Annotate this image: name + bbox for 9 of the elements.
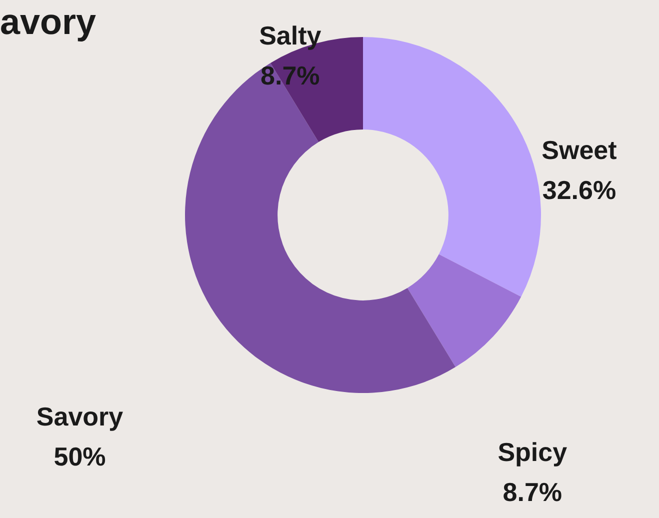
slice-label: Spicy xyxy=(498,436,568,467)
data-label: 8.7% xyxy=(260,60,320,90)
chart-title: avory xyxy=(0,1,96,42)
data-label: 50% xyxy=(54,441,106,472)
data-label: 32.6% xyxy=(542,174,616,205)
slice-label: Sweet xyxy=(542,134,618,165)
slice-label: Salty xyxy=(259,20,322,50)
slice-label: Savory xyxy=(36,401,124,432)
data-label: 8.7% xyxy=(502,476,562,507)
